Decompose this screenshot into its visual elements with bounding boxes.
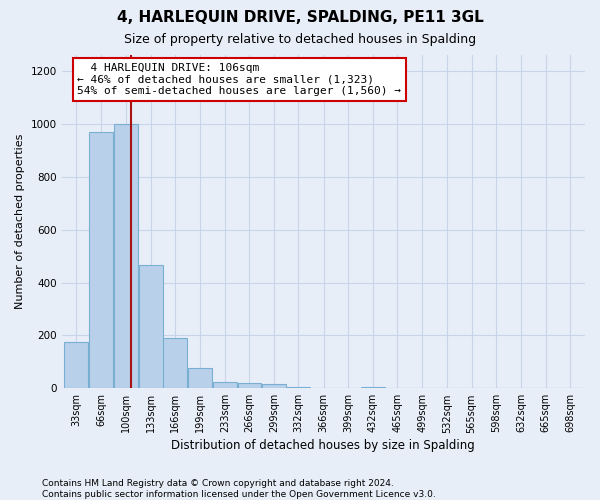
Bar xyxy=(188,368,212,388)
Bar xyxy=(361,387,385,388)
Bar xyxy=(238,383,262,388)
Bar xyxy=(139,266,163,388)
Text: Size of property relative to detached houses in Spalding: Size of property relative to detached ho… xyxy=(124,32,476,46)
Text: 4, HARLEQUIN DRIVE, SPALDING, PE11 3GL: 4, HARLEQUIN DRIVE, SPALDING, PE11 3GL xyxy=(116,10,484,25)
Text: Contains public sector information licensed under the Open Government Licence v3: Contains public sector information licen… xyxy=(42,490,436,499)
Text: Contains HM Land Registry data © Crown copyright and database right 2024.: Contains HM Land Registry data © Crown c… xyxy=(42,478,394,488)
Bar xyxy=(114,124,138,388)
Bar xyxy=(163,338,187,388)
Bar xyxy=(262,384,286,388)
Bar xyxy=(89,132,113,388)
X-axis label: Distribution of detached houses by size in Spalding: Distribution of detached houses by size … xyxy=(172,440,475,452)
Bar xyxy=(213,382,237,388)
Y-axis label: Number of detached properties: Number of detached properties xyxy=(15,134,25,310)
Bar xyxy=(287,387,310,388)
Text: 4 HARLEQUIN DRIVE: 106sqm
← 46% of detached houses are smaller (1,323)
54% of se: 4 HARLEQUIN DRIVE: 106sqm ← 46% of detac… xyxy=(77,63,401,96)
Bar xyxy=(64,342,88,388)
